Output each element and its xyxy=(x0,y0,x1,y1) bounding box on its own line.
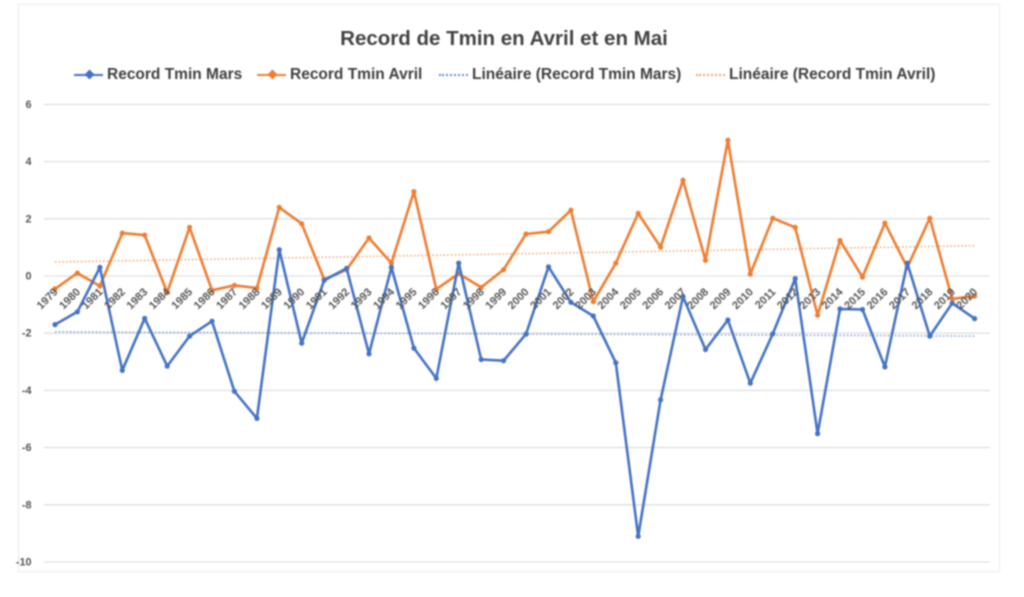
svg-text:4: 4 xyxy=(25,156,31,168)
svg-text:-2: -2 xyxy=(22,328,32,340)
svg-text:-10: -10 xyxy=(16,557,32,569)
svg-text:-4: -4 xyxy=(22,385,32,397)
svg-text:2: 2 xyxy=(25,213,31,225)
svg-text:-6: -6 xyxy=(22,442,32,454)
svg-text:6: 6 xyxy=(25,99,31,111)
svg-text:-8: -8 xyxy=(22,499,32,511)
svg-text:0: 0 xyxy=(25,271,31,283)
